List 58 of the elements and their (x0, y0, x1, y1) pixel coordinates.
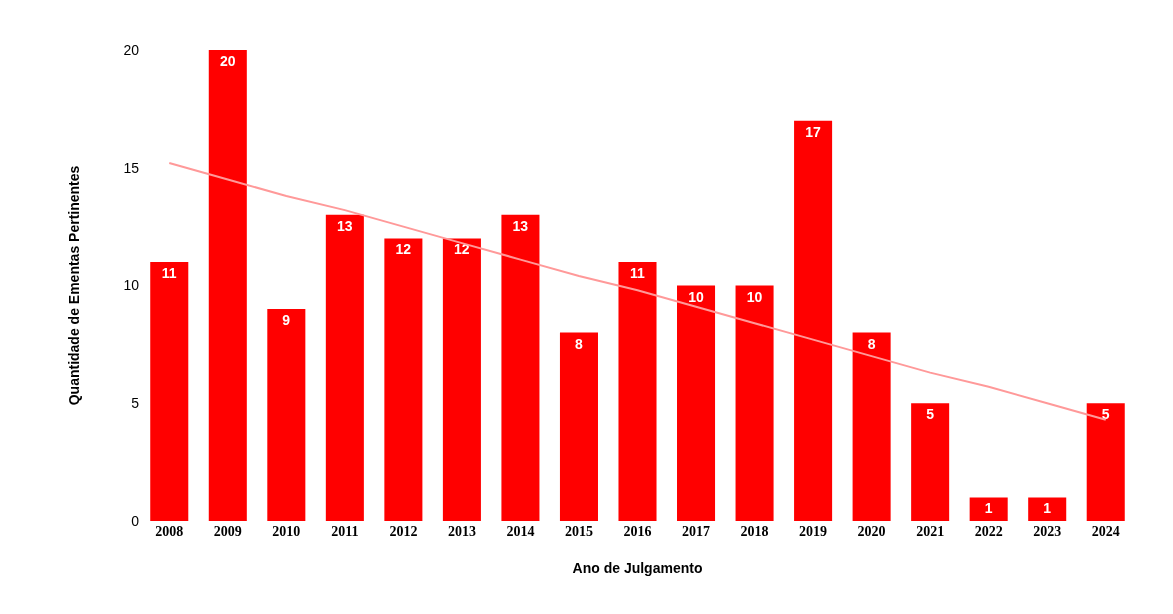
bar (325, 214, 364, 521)
data-label: 13 (512, 217, 529, 234)
x-tick-label: 2018 (740, 524, 769, 539)
data-label: 9 (282, 312, 291, 329)
data-label: 1 (1043, 500, 1052, 517)
bar (267, 309, 306, 521)
bar (618, 261, 657, 521)
bar (852, 332, 891, 521)
x-tick-label: 2013 (447, 524, 476, 539)
x-tick-label: 2024 (1091, 524, 1120, 539)
bar (559, 332, 598, 521)
bar (501, 214, 540, 521)
bar (735, 285, 774, 521)
x-tick-label: 2021 (916, 524, 945, 539)
data-label: 1 (984, 500, 993, 517)
data-label: 11 (629, 264, 646, 281)
x-tick-label: 2020 (857, 524, 886, 539)
x-tick-label: 2011 (331, 524, 359, 539)
bar (794, 120, 833, 521)
data-label: 12 (454, 241, 470, 258)
x-axis-title: Ano de Julgamento (572, 560, 703, 577)
x-tick-label: 2022 (974, 524, 1003, 539)
y-tick-label: 10 (123, 277, 140, 294)
data-label: 12 (395, 241, 412, 258)
data-label: 10 (746, 288, 763, 305)
y-tick-label: 0 (131, 512, 140, 529)
data-label: 5 (926, 406, 935, 423)
data-label: 13 (336, 217, 353, 234)
bar (911, 403, 950, 521)
x-tick-label: 2023 (1033, 524, 1062, 539)
data-label: 5 (1101, 406, 1110, 423)
x-tick-label: 2019 (799, 524, 828, 539)
x-tick-label: 2016 (623, 524, 652, 539)
bar (384, 238, 423, 521)
x-tick-label: 2017 (682, 524, 711, 539)
data-label: 8 (574, 335, 583, 352)
data-label: 17 (805, 123, 821, 140)
y-tick-label: 20 (123, 41, 140, 58)
x-tick-label: 2009 (213, 524, 242, 539)
bar (442, 238, 481, 521)
y-tick-label: 5 (131, 395, 140, 412)
data-label: 10 (688, 288, 704, 305)
bar (1086, 403, 1125, 521)
data-label: 11 (161, 264, 177, 281)
bar (969, 497, 1008, 521)
data-label: 20 (219, 53, 236, 69)
data-label: 8 (867, 335, 876, 352)
bar (150, 261, 189, 521)
bar (677, 285, 716, 521)
x-tick-label: 2012 (389, 524, 418, 539)
x-tick-label: 2010 (272, 524, 301, 539)
x-tick-label: 2015 (564, 524, 593, 539)
x-tick-label: 2008 (155, 524, 184, 539)
y-tick-label: 15 (123, 159, 140, 176)
y-axis-title: Quantidade de Ementas Pertinentes (66, 165, 83, 406)
bar (1028, 497, 1067, 521)
bar (208, 50, 247, 521)
x-tick-label: 2014 (506, 524, 535, 539)
